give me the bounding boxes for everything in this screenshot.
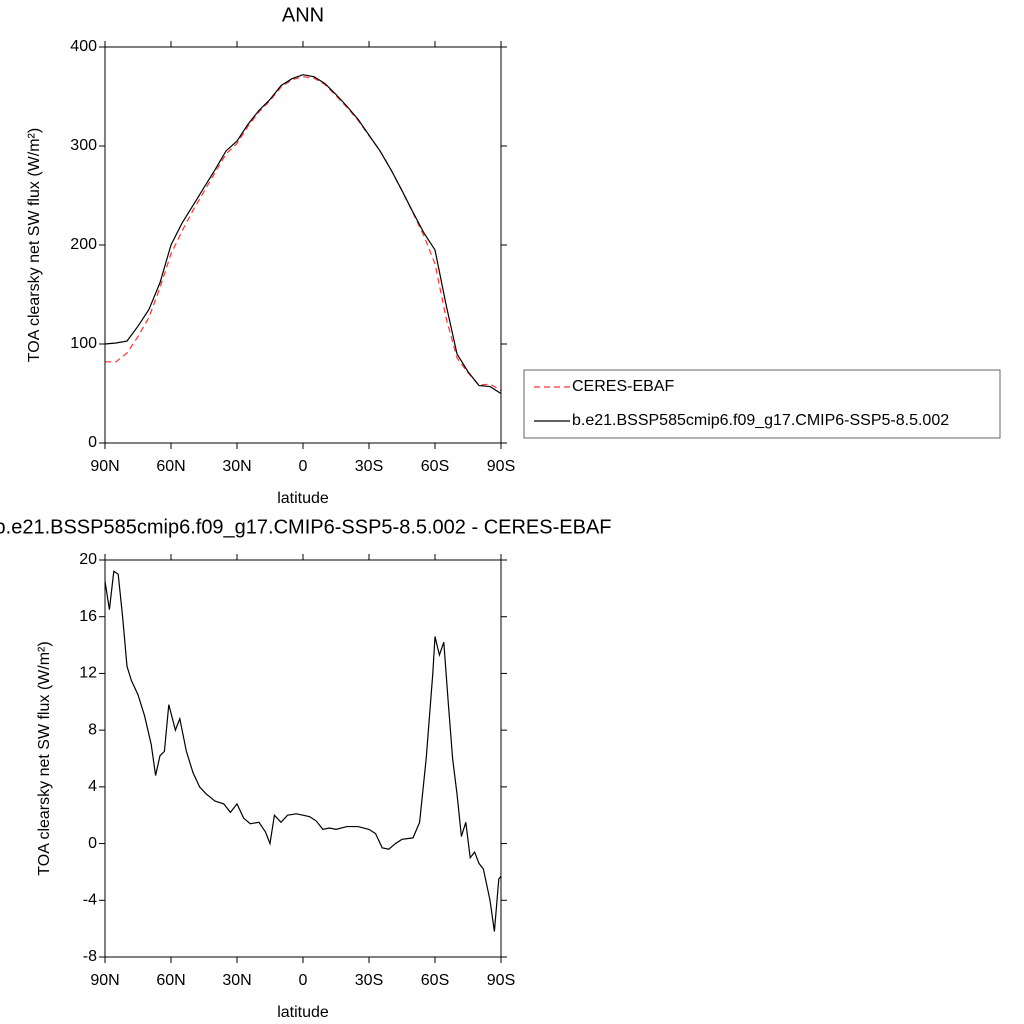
- x-tick-label: 0: [299, 458, 308, 475]
- y-tick-label: 12: [79, 665, 97, 682]
- y-tick-label: -4: [83, 892, 97, 909]
- x-tick-label: 90S: [487, 972, 515, 989]
- y-tick-label: 400: [70, 38, 97, 55]
- plot-frame: [104, 46, 502, 444]
- x-tick-label: 60S: [421, 972, 449, 989]
- x-tick-label: 90N: [90, 972, 119, 989]
- y-tick-label: 20: [79, 551, 97, 568]
- x-tick-label: 30S: [355, 972, 383, 989]
- x-tick-label: 0: [299, 972, 308, 989]
- x-tick-label: 30N: [222, 458, 251, 475]
- y-tick-label: 8: [88, 721, 97, 738]
- y-tick-label: 0: [88, 835, 97, 852]
- x-tick-label: 30S: [355, 458, 383, 475]
- x-tick-label: 90S: [487, 458, 515, 475]
- legend-label: CERES-EBAF: [572, 378, 674, 395]
- x-tick-label: 60S: [421, 458, 449, 475]
- x-axis-label: latitude: [277, 1004, 329, 1021]
- y-tick-label: 100: [70, 335, 97, 352]
- legend-label: b.e21.BSSP585cmip6.f09_g17.CMIP6-SSP5-8.…: [572, 412, 949, 429]
- data-line: [104, 74, 502, 395]
- y-tick-label: 0: [88, 434, 97, 451]
- data-line: [105, 76, 502, 392]
- y-tick-label: 4: [88, 778, 97, 795]
- y-tick-label: 300: [70, 137, 97, 154]
- x-tick-label: 60N: [156, 458, 185, 475]
- y-axis-label: TOA clearsky net SW flux (W/m²): [36, 641, 53, 875]
- plot-frame: [104, 559, 502, 958]
- x-tick-label: 60N: [156, 972, 185, 989]
- legend-box: [523, 369, 1001, 439]
- x-tick-label: 30N: [222, 972, 251, 989]
- y-axis-label: TOA clearsky net SW flux (W/m²): [26, 128, 43, 362]
- y-tick-label: 16: [79, 608, 97, 625]
- x-tick-label: 90N: [90, 458, 119, 475]
- x-axis-label: latitude: [277, 490, 329, 507]
- y-tick-label: -8: [83, 948, 97, 965]
- data-line: [104, 570, 502, 932]
- y-tick-label: 200: [70, 236, 97, 253]
- chart-title: b.e21.BSSP585cmip6.f09_g17.CMIP6-SSP5-8.…: [0, 516, 611, 538]
- chart-title: ANN: [282, 4, 324, 26]
